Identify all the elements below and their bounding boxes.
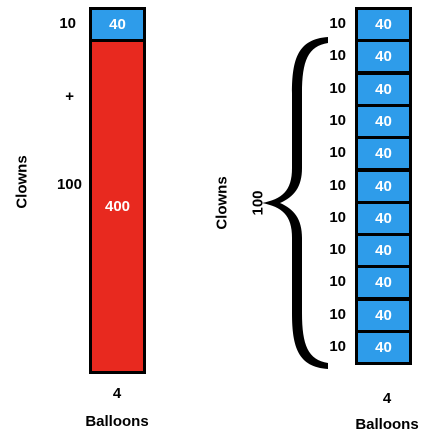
left-big-count: 100 bbox=[56, 176, 82, 193]
right-row-box: 40 bbox=[355, 39, 412, 75]
left-top-box: 40 bbox=[89, 7, 146, 42]
left-top-count: 10 bbox=[59, 15, 76, 32]
right-row-count: 10 bbox=[329, 305, 346, 323]
left-plus-sign: + bbox=[65, 88, 74, 105]
right-row-count: 10 bbox=[329, 79, 346, 97]
left-big-box: 400 bbox=[89, 39, 146, 374]
right-row-box: 40 bbox=[355, 297, 412, 333]
right-row-box: 40 bbox=[355, 168, 412, 204]
left-x-value: 4 bbox=[112, 385, 122, 402]
right-row-count: 10 bbox=[329, 241, 346, 259]
right-row-box: 40 bbox=[355, 233, 412, 269]
right-row-count: 10 bbox=[329, 208, 346, 226]
right-row-box: 40 bbox=[355, 103, 412, 139]
right-row-count: 10 bbox=[329, 144, 346, 162]
right-row-box: 40 bbox=[355, 200, 412, 236]
right-row-count: 10 bbox=[329, 273, 346, 291]
right-row-box: 40 bbox=[355, 330, 412, 365]
right-row-count: 10 bbox=[329, 111, 346, 129]
right-row-box: 40 bbox=[355, 7, 412, 42]
right-row-box: 40 bbox=[355, 71, 412, 107]
right-row-count: 10 bbox=[329, 176, 346, 194]
right-row-box: 40 bbox=[355, 136, 412, 172]
right-row-box: 40 bbox=[355, 265, 412, 301]
curly-brace-icon bbox=[262, 37, 328, 369]
right-row-count: 10 bbox=[329, 338, 346, 355]
right-row-count: 10 bbox=[329, 15, 346, 32]
right-y-axis-label: Clowns bbox=[213, 176, 231, 230]
right-x-axis-label: Balloons bbox=[355, 416, 419, 433]
right-row-count: 10 bbox=[329, 47, 346, 65]
left-x-axis-label: Balloons bbox=[85, 413, 149, 430]
right-x-value: 4 bbox=[382, 390, 392, 407]
left-y-axis-label: Clowns bbox=[13, 155, 31, 209]
